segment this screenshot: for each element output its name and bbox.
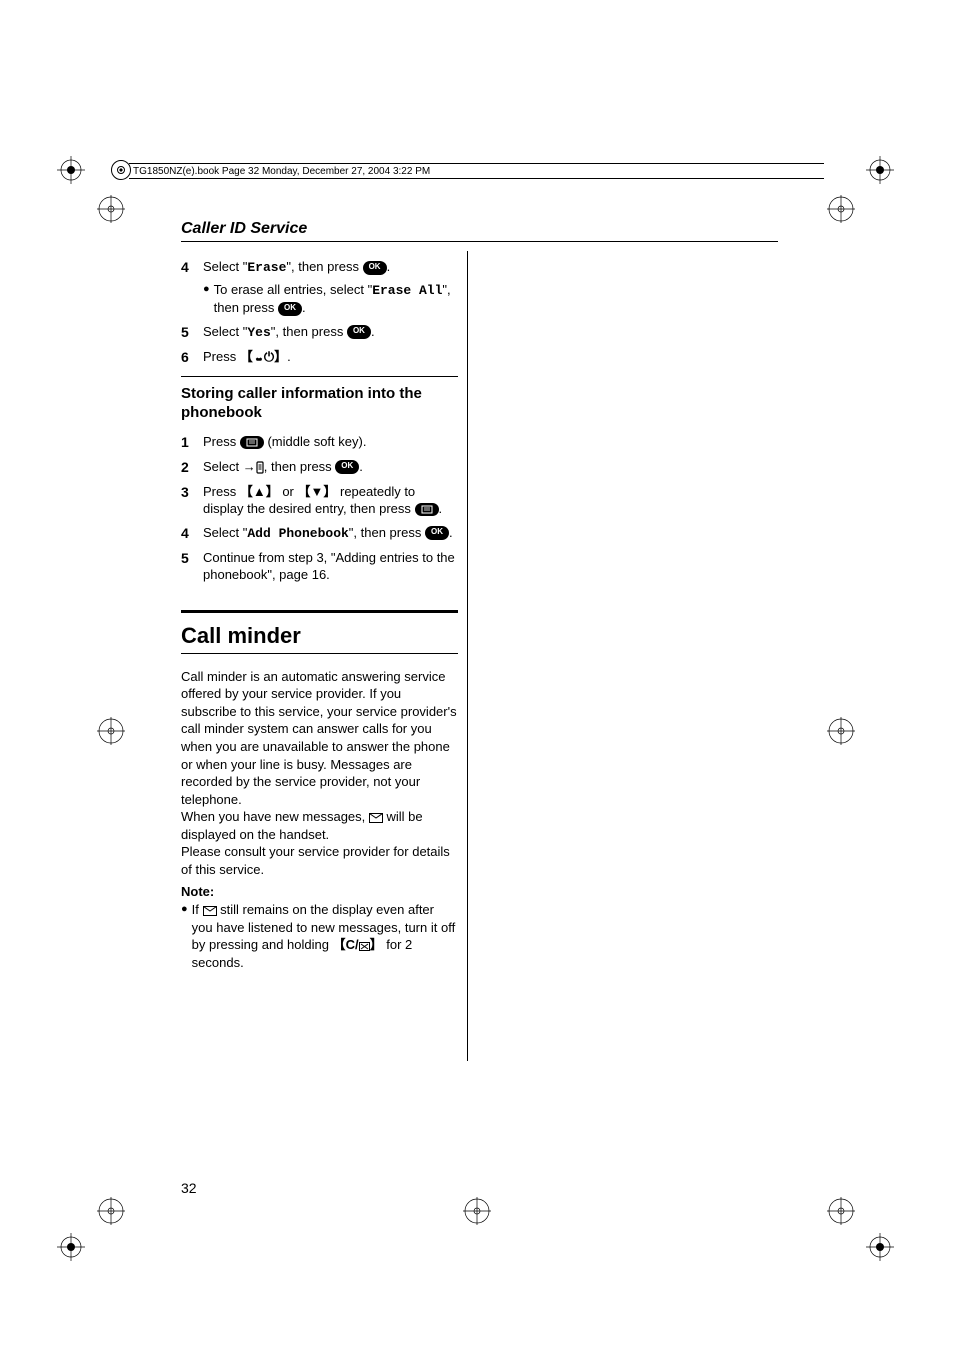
crop-mark-icon: [97, 195, 125, 223]
step-text: (middle soft key).: [264, 434, 367, 449]
step-text: Select: [203, 324, 243, 339]
step-text: .: [359, 459, 363, 474]
crop-mark-icon: [866, 156, 894, 184]
step-6: 6 Press 【⏻】.: [181, 348, 458, 367]
heading-call-minder: Call minder: [181, 623, 458, 654]
crop-mark-icon: [463, 1197, 491, 1225]
note-text: If: [192, 902, 203, 917]
menu-option: Erase All: [372, 283, 442, 298]
divider: [181, 376, 458, 377]
crop-mark-icon: [57, 156, 85, 184]
page-header: TG1850NZ(e).book Page 32 Monday, Decembe…: [129, 163, 824, 179]
menu-button-icon: [415, 503, 439, 516]
clear-button-icon: 【C/】: [333, 937, 383, 952]
step-number: 3: [181, 483, 203, 518]
paragraph: When you have new messages, will be disp…: [181, 808, 458, 843]
step-text: or: [279, 484, 298, 499]
step-number: 1: [181, 433, 203, 452]
step-5: 5 Select "Yes", then press OK.: [181, 323, 458, 342]
step-number: 6: [181, 348, 203, 367]
step-b5: 5 Continue from step 3, "Adding entries …: [181, 549, 458, 584]
crop-mark-icon: [827, 717, 855, 745]
step-b2: 2 Select →, then press OK.: [181, 458, 458, 477]
menu-option: Yes: [247, 325, 270, 340]
section-title: Caller ID Service: [181, 220, 778, 242]
step-b4: 4 Select "Add Phonebook", then press OK.: [181, 524, 458, 543]
step-b3: 3 Press 【▲】 or 【▼】 repeatedly to display…: [181, 483, 458, 518]
step-number: 4: [181, 524, 203, 543]
step-number: 2: [181, 458, 203, 477]
subheading: Storing caller information into the phon…: [181, 385, 458, 423]
step-text: Press: [203, 484, 240, 499]
bullet-icon: ●: [203, 281, 210, 317]
ok-button-icon: OK: [425, 526, 449, 540]
step-text: .: [371, 324, 375, 339]
caller-list-icon: →: [243, 459, 264, 474]
step-text: Select: [203, 525, 243, 540]
step-text: , then press: [353, 525, 425, 540]
step-number: 5: [181, 549, 203, 584]
step-text: , then press: [275, 324, 347, 339]
paragraph: Please consult your service provider for…: [181, 843, 458, 878]
note-text: still remains on the display even after …: [192, 902, 456, 952]
menu-button-icon: [240, 436, 264, 449]
note-item: ● If still remains on the display even a…: [181, 901, 458, 971]
crop-mark-icon: [97, 1197, 125, 1225]
ok-button-icon: OK: [278, 302, 302, 316]
mail-icon: [203, 902, 217, 917]
crop-mark-icon: [57, 1233, 85, 1261]
mail-icon: [369, 809, 383, 824]
ok-button-icon: OK: [363, 261, 387, 275]
step-4: 4 Select "Erase", then press OK. ● To er…: [181, 258, 458, 317]
step-text: .: [287, 349, 291, 364]
menu-option: Erase: [247, 260, 286, 275]
step-text: .: [302, 300, 306, 315]
end-call-button-icon: 【⏻】: [240, 349, 287, 364]
crop-mark-icon: [827, 195, 855, 223]
crop-mark-icon: [97, 717, 125, 745]
menu-option: Add Phonebook: [247, 526, 348, 541]
step-text: .: [439, 501, 443, 516]
ok-button-icon: OK: [347, 325, 371, 339]
step-b1: 1 Press (middle soft key).: [181, 433, 458, 452]
step-text: , then press: [291, 259, 363, 274]
step-number: 4: [181, 258, 203, 317]
crop-mark-icon: [827, 1197, 855, 1225]
step-text: Select: [203, 459, 243, 474]
header-text: TG1850NZ(e).book Page 32 Monday, Decembe…: [133, 166, 430, 177]
para-text: When you have new messages,: [181, 809, 369, 824]
note-label: Note:: [181, 884, 458, 899]
ok-button-icon: OK: [335, 460, 359, 474]
step-text: Press: [203, 349, 240, 364]
substep-text: To erase all entries, select: [214, 282, 368, 297]
page-number: 32: [181, 1180, 197, 1196]
bullet-icon: ●: [181, 901, 188, 971]
step-text: Press: [203, 434, 240, 449]
step-text: , then press: [264, 459, 336, 474]
step-text: Continue from step 3, "Adding entries to…: [203, 550, 455, 583]
section-divider: [181, 610, 458, 613]
step-text: .: [449, 525, 453, 540]
book-marker-icon: [111, 160, 131, 180]
step-number: 5: [181, 323, 203, 342]
crop-mark-icon: [866, 1233, 894, 1261]
down-button-icon: 【▼】: [298, 484, 337, 499]
paragraph: Call minder is an automatic answering se…: [181, 668, 458, 808]
step-text: .: [387, 259, 391, 274]
step-text: Select: [203, 259, 243, 274]
up-button-icon: 【▲】: [240, 484, 279, 499]
